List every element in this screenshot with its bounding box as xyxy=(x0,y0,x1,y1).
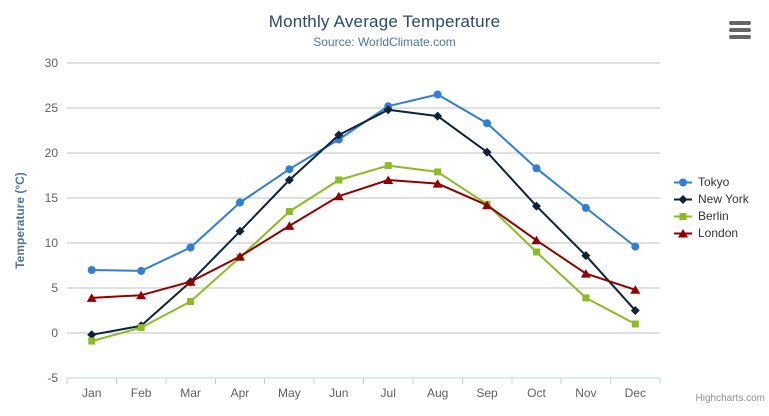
y-axis-tick-label: 0 xyxy=(51,326,58,340)
x-axis-tick-label: May xyxy=(278,386,301,400)
x-axis-tick-label: Mar xyxy=(180,386,201,400)
diamond-marker[interactable] xyxy=(383,105,393,115)
series-line[interactable] xyxy=(90,164,637,343)
square-marker[interactable] xyxy=(434,168,442,176)
legend-label: London xyxy=(698,226,739,240)
square-marker[interactable] xyxy=(532,248,540,256)
hamburger-icon xyxy=(729,21,751,25)
circle-marker[interactable] xyxy=(186,243,195,252)
circle-marker[interactable] xyxy=(581,203,590,212)
triangle-marker[interactable] xyxy=(580,269,591,278)
chart-title: Monthly Average Temperature xyxy=(268,12,501,31)
triangle-marker[interactable] xyxy=(284,221,295,230)
legend: Tokyo New York Berlin London xyxy=(673,176,749,240)
triangle-marker[interactable] xyxy=(86,293,97,302)
diamond-marker xyxy=(678,195,688,204)
chart-subtitle: Source: WorldClimate.com xyxy=(313,35,456,49)
legend-item-new-york[interactable]: New York xyxy=(673,193,749,206)
legend-label: Tokyo xyxy=(698,175,730,189)
series-london[interactable] xyxy=(86,175,641,302)
circle-marker[interactable] xyxy=(433,90,442,99)
diamond-marker[interactable] xyxy=(433,111,443,121)
x-axis-tick-label: Feb xyxy=(131,386,152,400)
london-series-icon xyxy=(674,229,692,238)
y-axis-title: Temperature (°C) xyxy=(13,172,27,269)
square-marker[interactable] xyxy=(88,337,96,345)
x-axis-tick-label: Aug xyxy=(427,386,448,400)
circle-marker[interactable] xyxy=(631,242,640,251)
series-line[interactable] xyxy=(90,108,637,336)
square-marker[interactable] xyxy=(137,324,145,332)
legend-label: New York xyxy=(698,192,749,206)
hamburger-icon xyxy=(729,28,751,32)
triangle-marker[interactable] xyxy=(234,252,245,261)
series-line[interactable] xyxy=(90,93,637,272)
square-marker xyxy=(679,213,687,220)
series-line[interactable] xyxy=(90,179,637,299)
triangle-marker[interactable] xyxy=(185,277,196,286)
legend-item-tokyo[interactable]: Tokyo xyxy=(673,176,749,189)
square-marker[interactable] xyxy=(384,162,392,170)
export-menu-button[interactable] xyxy=(729,21,751,39)
y-axis-tick-label: 20 xyxy=(45,146,59,160)
diamond-marker[interactable] xyxy=(630,306,640,315)
diamond-marker[interactable] xyxy=(531,201,541,211)
square-marker[interactable] xyxy=(631,320,639,328)
diamond-marker[interactable] xyxy=(235,226,245,236)
diamond-marker[interactable] xyxy=(87,330,97,340)
triangle-marker[interactable] xyxy=(482,200,493,210)
series-tokyo[interactable] xyxy=(87,90,640,275)
diamond-marker[interactable] xyxy=(284,175,294,185)
square-marker[interactable] xyxy=(285,208,293,215)
triangle-marker xyxy=(678,229,688,238)
circle-marker[interactable] xyxy=(235,198,244,207)
circle-marker[interactable] xyxy=(137,266,146,275)
triangle-marker[interactable] xyxy=(432,179,443,188)
diamond-marker[interactable] xyxy=(334,130,344,140)
circle-marker[interactable] xyxy=(285,165,294,174)
triangle-marker[interactable] xyxy=(383,175,394,185)
x-axis-tick-label: Oct xyxy=(527,386,546,400)
legend-item-berlin[interactable]: Berlin xyxy=(673,210,749,223)
circle-marker[interactable] xyxy=(87,266,96,274)
credits-link[interactable]: Highcharts.com xyxy=(695,393,765,404)
square-marker[interactable] xyxy=(335,176,343,184)
triangle-marker[interactable] xyxy=(136,290,147,300)
x-axis-tick-label: Dec xyxy=(625,386,646,400)
y-axis-tick-label: 5 xyxy=(51,281,58,295)
y-axis-tick-label: 15 xyxy=(45,191,59,205)
berlin-series-icon xyxy=(674,213,692,220)
x-axis-tick-label: Sep xyxy=(476,386,498,400)
square-marker[interactable] xyxy=(187,298,195,305)
legend-item-london[interactable]: London xyxy=(673,227,749,240)
hamburger-icon xyxy=(729,35,751,39)
diamond-marker[interactable] xyxy=(581,251,591,261)
y-axis-tick-label: -5 xyxy=(47,371,58,385)
circle-marker[interactable] xyxy=(483,119,492,128)
series-new-york[interactable] xyxy=(87,105,640,340)
new-york-series-icon xyxy=(674,195,692,204)
square-marker[interactable] xyxy=(582,294,590,302)
y-axis-tick-label: 25 xyxy=(45,101,59,115)
triangle-marker[interactable] xyxy=(630,285,641,294)
triangle-marker[interactable] xyxy=(531,235,542,245)
x-axis-tick-label: Apr xyxy=(231,386,250,400)
x-axis-tick-label: Jan xyxy=(82,386,101,400)
x-axis-tick-label: Jul xyxy=(381,386,396,400)
tokyo-series-icon xyxy=(674,178,692,187)
y-axis-tick-label: 30 xyxy=(45,56,59,70)
triangle-marker[interactable] xyxy=(333,191,344,201)
x-axis-tick-label: Nov xyxy=(575,386,596,400)
x-axis-tick-label: Jun xyxy=(329,386,348,400)
circle-marker[interactable] xyxy=(532,164,541,173)
legend-label: Berlin xyxy=(698,209,729,223)
y-axis-tick-label: 10 xyxy=(45,236,59,250)
circle-marker xyxy=(679,178,687,187)
diamond-marker[interactable] xyxy=(482,147,492,157)
